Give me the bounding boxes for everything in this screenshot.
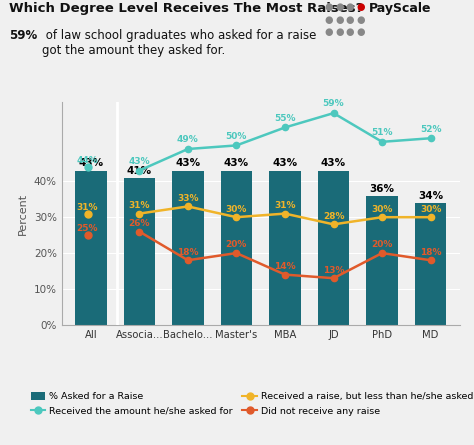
Text: 30%: 30%: [226, 205, 247, 214]
Bar: [318, 170, 349, 325]
Legend: % Asked for a Raise, Received the amount he/she asked for, Received a raise, but: % Asked for a Raise, Received the amount…: [30, 392, 474, 416]
Text: 49%: 49%: [177, 135, 199, 144]
Text: 18%: 18%: [177, 248, 199, 257]
Text: 25%: 25%: [76, 224, 98, 233]
Text: ●: ●: [325, 27, 333, 37]
Text: 20%: 20%: [372, 240, 393, 250]
Text: 31%: 31%: [128, 201, 150, 210]
Text: 44%: 44%: [76, 156, 98, 165]
Text: 43%: 43%: [273, 158, 298, 168]
Text: 50%: 50%: [226, 132, 247, 141]
Text: 51%: 51%: [371, 128, 393, 137]
Text: 31%: 31%: [274, 201, 296, 210]
Text: 59%: 59%: [323, 99, 344, 109]
Bar: [220, 170, 252, 325]
Text: 55%: 55%: [274, 114, 296, 123]
Text: of law school graduates who asked for a raise
got the amount they asked for.: of law school graduates who asked for a …: [42, 29, 316, 57]
Text: ●: ●: [356, 15, 365, 24]
Text: ●: ●: [346, 2, 354, 12]
Text: 43%: 43%: [224, 158, 249, 168]
Text: ●: ●: [356, 27, 365, 37]
Text: ●: ●: [335, 27, 344, 37]
Text: PayScale: PayScale: [369, 2, 431, 15]
Text: ●: ●: [346, 27, 354, 37]
Text: 43%: 43%: [128, 157, 150, 166]
Text: 43%: 43%: [321, 158, 346, 168]
Text: 36%: 36%: [370, 183, 394, 194]
Text: ●: ●: [325, 2, 333, 12]
Text: 33%: 33%: [177, 194, 199, 203]
Text: 43%: 43%: [78, 158, 103, 168]
Text: 20%: 20%: [226, 240, 247, 250]
Text: 28%: 28%: [323, 212, 344, 221]
Text: 13%: 13%: [323, 266, 344, 275]
Text: 59%: 59%: [9, 29, 38, 42]
Bar: [124, 178, 155, 325]
Text: ●: ●: [356, 2, 365, 12]
Bar: [415, 203, 447, 325]
Text: 31%: 31%: [76, 203, 98, 212]
Text: 52%: 52%: [420, 125, 441, 134]
Text: 43%: 43%: [175, 158, 201, 168]
Text: ●: ●: [325, 15, 333, 24]
Bar: [269, 170, 301, 325]
Text: 30%: 30%: [372, 205, 393, 214]
Text: 34%: 34%: [418, 190, 443, 201]
Text: ●: ●: [346, 15, 354, 24]
Bar: [75, 170, 107, 325]
Bar: [366, 196, 398, 325]
Text: Which Degree Level Receives The Most Raises?: Which Degree Level Receives The Most Rai…: [9, 2, 364, 15]
Y-axis label: Percent: Percent: [18, 193, 28, 235]
Text: 26%: 26%: [128, 219, 150, 228]
Text: 18%: 18%: [420, 248, 441, 257]
Bar: [172, 170, 204, 325]
Text: 30%: 30%: [420, 205, 441, 214]
Text: 14%: 14%: [274, 262, 296, 271]
Text: ●: ●: [335, 2, 344, 12]
Text: ●: ●: [335, 15, 344, 24]
Text: 41%: 41%: [127, 166, 152, 176]
